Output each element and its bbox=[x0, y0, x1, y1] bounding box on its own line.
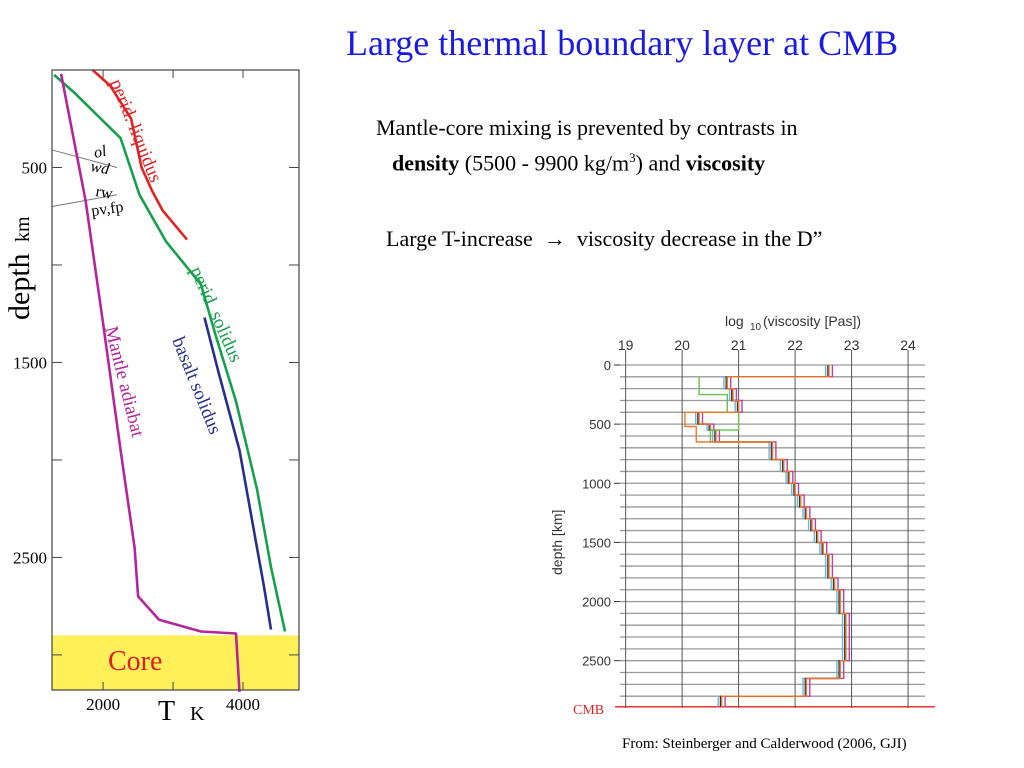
viscosity-depth-label: depth [km] bbox=[549, 510, 565, 575]
mantle-adiabat-curve bbox=[59, 73, 241, 692]
arrow-icon: → bbox=[543, 226, 566, 251]
phase-rw-label: rw bbox=[94, 183, 114, 203]
temperature-unit-label: K bbox=[190, 703, 205, 725]
viscosity-depth-tick-label: 1000 bbox=[582, 476, 611, 491]
and-word: ) and bbox=[635, 150, 686, 176]
mixing-line-1: Mantle-core mixing is prevented by contr… bbox=[376, 115, 798, 140]
viscosity-depth-tick-label: 0 bbox=[604, 358, 611, 373]
depth-tick-label: 2500 bbox=[13, 548, 47, 567]
viscosity-word: viscosity bbox=[685, 150, 766, 176]
solidus-curve bbox=[53, 73, 287, 632]
viscosity-tick-label: 22 bbox=[787, 337, 803, 353]
viscosity-title-main: log bbox=[725, 313, 744, 329]
viscosity-decrease-text: viscosity decrease in the D” bbox=[576, 226, 823, 251]
viscosity-tick-label: 20 bbox=[674, 337, 690, 353]
viscosity-depth-tick-label: 500 bbox=[589, 417, 611, 432]
viscosity-title-rest: (viscosity [Pas]) bbox=[763, 313, 861, 329]
slide-title: Large thermal boundary layer at CMB bbox=[346, 23, 899, 63]
depth-tick-label: 1500 bbox=[13, 353, 47, 372]
depth-axis-label: depth bbox=[3, 253, 36, 320]
temperature-plot-frame bbox=[51, 69, 300, 691]
liquidus-curve bbox=[91, 69, 188, 241]
viscosity-profile-blue bbox=[695, 365, 844, 707]
mixing-line-2: density (5500 - 9900 kg/m3) and viscosit… bbox=[376, 143, 976, 178]
viscosity-profile-orange-branch bbox=[684, 411, 767, 443]
depth-tick-label: 500 bbox=[22, 158, 48, 177]
viscosity-profile-magenta bbox=[701, 365, 850, 707]
temperature-tick-label: 4000 bbox=[226, 695, 260, 714]
source-citation: From: Steinberger and Calderwood (2006, … bbox=[622, 736, 907, 752]
density-exponent: 3 bbox=[629, 150, 636, 165]
phase-pv-fp-label: pv,fp bbox=[90, 199, 124, 220]
phase-ol-label: ol bbox=[92, 143, 108, 162]
viscosity-depth-tick-label: 2500 bbox=[582, 654, 611, 669]
temperature-tick-label: 2000 bbox=[86, 695, 120, 714]
t-increase-text: Large T-increase bbox=[386, 226, 533, 251]
mixing-paragraph: Mantle-core mixing is prevented by contr… bbox=[376, 113, 976, 178]
basalt-solidus-curve bbox=[203, 317, 273, 630]
density-word: density bbox=[392, 150, 460, 176]
core-region bbox=[52, 635, 299, 690]
phase-wd-label: wd bbox=[89, 158, 111, 178]
density-range: (5500 - 9900 kg/m bbox=[459, 150, 630, 176]
viscosity-tick-label: 19 bbox=[618, 337, 634, 353]
viscosity-profile-orange bbox=[698, 365, 847, 707]
viscosity-depth-tick-label: 1500 bbox=[582, 535, 611, 550]
viscosity-tick-label: 23 bbox=[844, 337, 860, 353]
viscosity-tick-label: 21 bbox=[731, 337, 747, 353]
core-label: Core bbox=[108, 646, 162, 677]
viscosity-depth-tick-label: 2000 bbox=[582, 595, 611, 610]
temperature-axis-label: T bbox=[158, 696, 175, 727]
cmb-label: CMB bbox=[573, 703, 604, 718]
viscosity-profile-dark bbox=[697, 365, 846, 707]
viscosity-title-sub: 10 bbox=[750, 322, 762, 333]
viscosity-tick-label: 24 bbox=[900, 337, 916, 353]
temperature-paragraph: Large T-increase → viscosity decrease in… bbox=[386, 226, 822, 252]
phase-boundary-line bbox=[51, 149, 118, 168]
depth-unit-label: km bbox=[12, 216, 34, 242]
